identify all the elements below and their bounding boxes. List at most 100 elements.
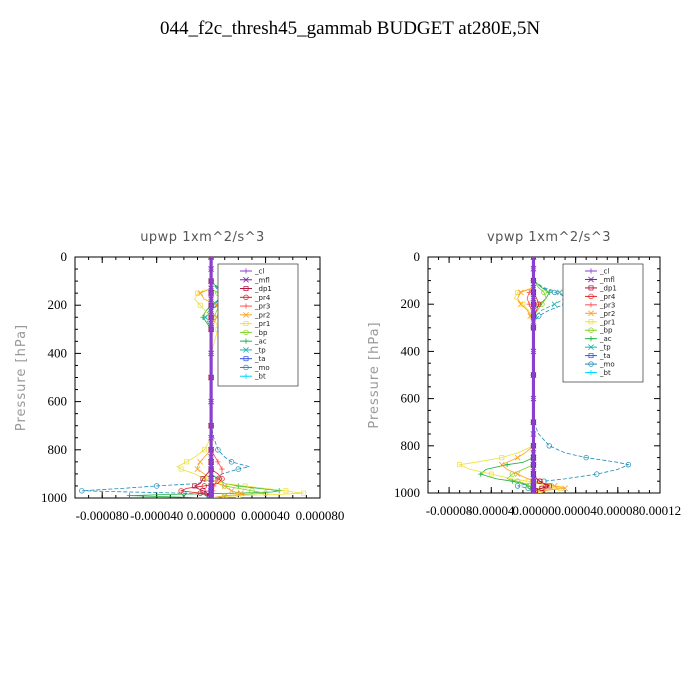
series-point-pr1 <box>301 490 307 496</box>
legend-marker <box>588 276 594 283</box>
series-point-cl <box>530 319 537 325</box>
series-point-pr1 <box>184 459 190 465</box>
legend-marker <box>243 294 249 300</box>
series-point-pr2 <box>228 487 235 494</box>
series-point-cl <box>530 471 537 477</box>
x-tick-label: 0.000080 <box>296 508 345 523</box>
legend-label: _pr1 <box>599 318 615 326</box>
legend-label: _pr4 <box>599 293 616 301</box>
series-line-pr1 <box>176 257 304 498</box>
legend-marker <box>243 276 249 283</box>
legend-label: _dp1 <box>254 285 272 293</box>
page-title: 044_f2c_thresh45_gammab BUDGET at280E,5N <box>159 18 541 39</box>
legend-label: _bp <box>254 329 268 337</box>
legend-marker <box>243 329 249 336</box>
legend-label: _pr3 <box>599 301 615 309</box>
legend-marker <box>243 356 249 362</box>
series-point-ac <box>276 488 282 494</box>
series-point-pr4 <box>201 483 207 489</box>
series-point-cl <box>208 326 214 332</box>
legend-label: _ta <box>254 355 266 363</box>
series-point-ac <box>478 471 484 477</box>
y-tick-label: 200 <box>401 296 421 311</box>
legend-marker <box>243 373 249 379</box>
series-point-ac <box>546 289 552 295</box>
series-point-cl <box>208 302 214 308</box>
legend-marker <box>243 364 249 371</box>
series-point-cl <box>208 290 214 296</box>
series-point-mfl <box>530 257 537 260</box>
x-tick-label: 0.000000 <box>187 508 236 523</box>
series-point-tp <box>551 301 558 308</box>
series-point-pr2 <box>562 485 568 492</box>
series-point-cl <box>530 348 537 354</box>
series-point-ac <box>235 483 241 489</box>
y-tick-label: 200 <box>48 297 68 312</box>
series-point-pr2 <box>194 466 201 472</box>
panel-title: upwp 1xm^2/s^3 <box>140 230 265 245</box>
series-point-cl <box>208 447 214 453</box>
series-point-bp <box>539 301 545 307</box>
series-point-cl <box>208 399 214 405</box>
series-point-bp <box>514 478 521 484</box>
series-point-pr1 <box>457 462 463 468</box>
y-tick-label: 400 <box>48 345 68 360</box>
x-tick-label: -0.000040 <box>130 508 183 523</box>
series-point-cl <box>530 257 537 260</box>
legend-marker <box>588 344 594 351</box>
series-point-dp1 <box>539 485 545 491</box>
series-point-pr1 <box>197 302 203 308</box>
legend-marker <box>243 347 249 353</box>
series-point-mfl <box>208 257 214 260</box>
y-axis-label: Pressure [hPa] <box>14 324 29 431</box>
series-point-cl <box>530 466 537 472</box>
series-point-mo <box>235 466 242 472</box>
y-tick-label: 600 <box>401 391 421 406</box>
series-line-pr1 <box>458 257 560 493</box>
legend-label: _bt <box>599 369 611 377</box>
legend-label: _tp <box>254 346 266 354</box>
legend-label: _ac <box>254 338 267 346</box>
legend-label: _pr2 <box>599 310 615 318</box>
legend-marker <box>588 319 594 325</box>
series-point-pr3 <box>215 459 221 465</box>
series-point-mo <box>583 454 589 461</box>
y-tick-label: 1000 <box>41 490 67 505</box>
legend-label: _pr3 <box>254 303 270 311</box>
legend-label: _bt <box>254 373 266 381</box>
series-point-pr2 <box>221 492 228 498</box>
x-tick-label: -0.000080 <box>76 508 129 523</box>
series-point-cl <box>208 350 214 356</box>
legend-marker <box>243 338 249 344</box>
legend-label: _mo <box>599 361 615 369</box>
x-tick-label: 0.00000 <box>512 503 554 518</box>
series-line-bp <box>506 257 547 493</box>
series-point-dp1 <box>537 478 543 484</box>
legend-label: _cl <box>254 268 264 276</box>
series-point-mo <box>228 459 235 465</box>
series-point-cl <box>208 471 214 477</box>
series-point-cl <box>208 423 214 429</box>
y-tick-label: 800 <box>401 438 421 453</box>
series-point-cl <box>530 462 537 468</box>
series-point-pr1 <box>201 447 207 453</box>
panel-title: vpwp 1xm^2/s^3 <box>487 230 611 245</box>
legend-marker <box>588 285 594 291</box>
x-tick-label: 0.00008 <box>597 503 639 518</box>
series-point-pr2 <box>221 483 228 489</box>
series-point-pr2 <box>197 290 204 297</box>
legend-marker <box>588 302 594 308</box>
legend-marker <box>588 310 594 317</box>
series-point-mo <box>153 483 160 489</box>
legend-marker <box>243 311 249 318</box>
series-point-cl <box>208 296 214 302</box>
x-tick-label: -0.00008 <box>426 503 473 518</box>
legend-label: _pr4 <box>254 294 271 302</box>
series-point-cl <box>530 490 537 493</box>
series-point-cl <box>530 307 537 313</box>
series-point-ac <box>509 478 515 484</box>
series-point-pr1 <box>488 471 494 477</box>
series-point-pr2 <box>498 461 505 468</box>
series-point-cl <box>530 419 537 425</box>
y-tick-label: 800 <box>48 442 68 457</box>
